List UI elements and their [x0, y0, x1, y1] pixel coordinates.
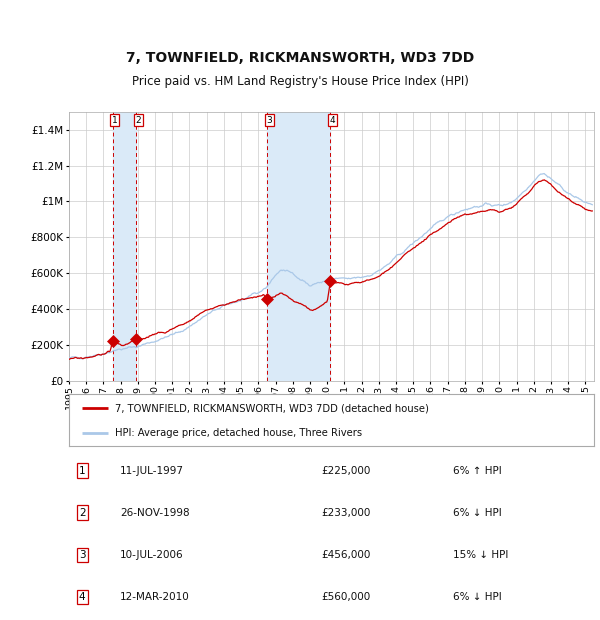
Bar	[267, 112, 331, 381]
Text: 10-JUL-2006: 10-JUL-2006	[120, 550, 184, 560]
Text: 11-JUL-1997: 11-JUL-1997	[120, 466, 184, 476]
Text: 6% ↑ HPI: 6% ↑ HPI	[453, 466, 502, 476]
Text: £225,000: £225,000	[321, 466, 370, 476]
Text: Price paid vs. HM Land Registry's House Price Index (HPI): Price paid vs. HM Land Registry's House …	[131, 75, 469, 88]
Text: 2: 2	[79, 508, 86, 518]
Text: HPI: Average price, detached house, Three Rivers: HPI: Average price, detached house, Thre…	[115, 428, 362, 438]
Text: £560,000: £560,000	[321, 592, 370, 602]
Text: 3: 3	[79, 550, 86, 560]
Text: 6% ↓ HPI: 6% ↓ HPI	[453, 508, 502, 518]
Text: 6% ↓ HPI: 6% ↓ HPI	[453, 592, 502, 602]
Text: 7, TOWNFIELD, RICKMANSWORTH, WD3 7DD (detached house): 7, TOWNFIELD, RICKMANSWORTH, WD3 7DD (de…	[115, 404, 429, 414]
Text: 2: 2	[136, 116, 141, 125]
Text: £233,000: £233,000	[321, 508, 370, 518]
Text: 4: 4	[79, 592, 86, 602]
Text: 7, TOWNFIELD, RICKMANSWORTH, WD3 7DD: 7, TOWNFIELD, RICKMANSWORTH, WD3 7DD	[126, 51, 474, 65]
Text: 3: 3	[266, 116, 272, 125]
Text: 26-NOV-1998: 26-NOV-1998	[120, 508, 190, 518]
Text: 12-MAR-2010: 12-MAR-2010	[120, 592, 190, 602]
Text: 15% ↓ HPI: 15% ↓ HPI	[453, 550, 508, 560]
Text: £456,000: £456,000	[321, 550, 370, 560]
Bar	[113, 112, 136, 381]
Text: 1: 1	[112, 116, 118, 125]
Text: 1: 1	[79, 466, 86, 476]
Text: 4: 4	[330, 116, 335, 125]
